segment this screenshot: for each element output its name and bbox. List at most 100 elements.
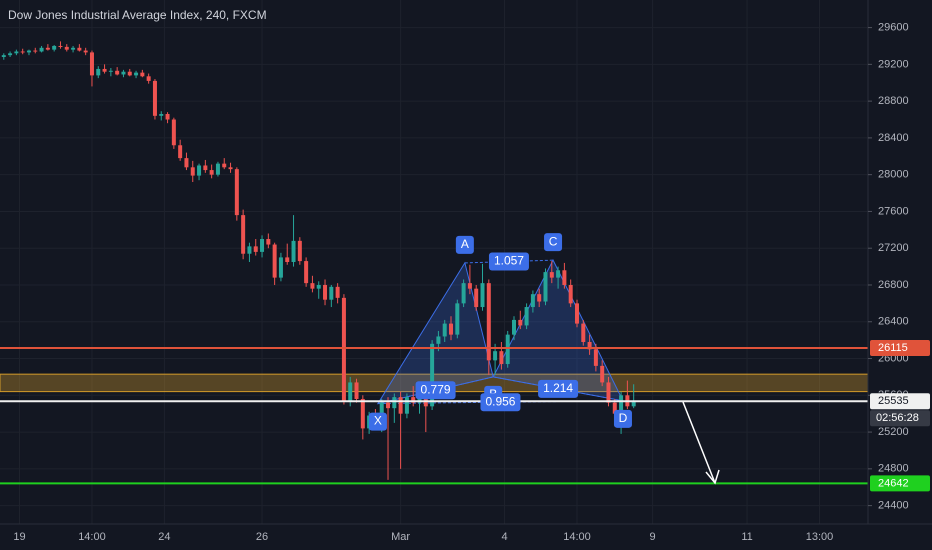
y-tick-label: 28800 (878, 95, 909, 107)
candle-body (304, 261, 309, 284)
candle-body (297, 240, 302, 262)
ratio-box (480, 393, 521, 412)
ratio-box (538, 379, 579, 398)
candle-body (121, 71, 126, 75)
candle-body (83, 50, 88, 53)
candle-body (354, 382, 359, 399)
candle-body (140, 72, 145, 77)
candle-body (64, 46, 69, 50)
candle-body (562, 270, 567, 285)
x-tick-label: 14:00 (563, 531, 591, 543)
candle-body (386, 402, 391, 409)
candle-body (335, 286, 340, 298)
candle-body (89, 52, 94, 76)
y-tick-label: 28400 (878, 132, 909, 144)
candle-body (606, 382, 611, 403)
candle-body (234, 169, 239, 216)
candle-body (39, 47, 44, 52)
candle-body (587, 341, 592, 350)
candle-body (247, 246, 252, 254)
candle-body (568, 284, 573, 304)
candle-body (398, 397, 403, 414)
candle-body (165, 113, 170, 120)
candle-body (310, 283, 315, 289)
y-tick-label: 25200 (878, 426, 909, 438)
pattern-point-label: X (374, 414, 382, 428)
candle-body (146, 76, 151, 81)
candle-body (1, 55, 6, 57)
ratio-label: 1.057 (494, 254, 524, 268)
candle-body (96, 68, 101, 76)
candle-body (266, 239, 271, 245)
arrow-head (705, 469, 720, 485)
candle-body (102, 68, 107, 72)
plot (0, 0, 869, 524)
candle-body (480, 283, 485, 308)
candle-body (184, 158, 189, 168)
candle-body (360, 398, 365, 429)
projection-arrow (682, 401, 716, 484)
candle-body (392, 397, 397, 409)
y-tick-label: 28000 (878, 169, 909, 181)
candle-body (411, 397, 416, 403)
pattern-point-label: D (619, 411, 628, 425)
x-tick-label: 26 (256, 531, 268, 543)
candle-body (285, 257, 290, 262)
candle-body (209, 170, 214, 175)
price-tag-label: 25535 (878, 395, 909, 407)
candle-body (215, 163, 220, 175)
candle-body (530, 294, 535, 308)
candle-body (323, 284, 328, 300)
candle-body (505, 334, 510, 365)
candle-body (556, 270, 561, 278)
candle-body (543, 272, 548, 302)
candle-body (190, 167, 195, 176)
pattern-point-box (544, 233, 563, 252)
candle-body (278, 257, 283, 278)
candle-body (474, 288, 479, 308)
candle-body (241, 215, 246, 254)
candle-body (58, 45, 63, 47)
price-tag (870, 393, 930, 410)
candle-body (499, 351, 504, 365)
candle-body (316, 284, 321, 289)
candle-body (600, 365, 605, 383)
candle-body (253, 246, 258, 252)
candle-body (178, 145, 183, 159)
x-tick-label: Mar (391, 531, 410, 543)
x-tick-label: 13:00 (806, 531, 834, 543)
candle-body (222, 163, 227, 168)
candle-body (8, 53, 13, 56)
candle-body (486, 283, 491, 361)
countdown-tag (870, 410, 930, 427)
y-tick-label: 27600 (878, 205, 909, 217)
price-tag (870, 339, 930, 356)
pattern-point-label: A (461, 237, 469, 251)
candle-body (461, 283, 466, 304)
x-tick-label: 9 (650, 531, 656, 543)
candle-body (467, 283, 472, 289)
pattern-point-box (455, 235, 474, 254)
candle-body (45, 47, 50, 50)
candle-body (549, 272, 554, 278)
y-tick-label: 27200 (878, 242, 909, 254)
pattern-point-label: C (549, 234, 558, 248)
y-tick-label: 24800 (878, 463, 909, 475)
candle-body (71, 47, 76, 50)
candle-body (260, 239, 265, 252)
candle-body (171, 119, 176, 146)
candle-body (20, 51, 25, 53)
x-tick-label: 11 (741, 531, 752, 543)
candle-body (581, 323, 586, 342)
candle-body (291, 240, 296, 262)
candle-body (108, 70, 113, 72)
y-tick-label: 26800 (878, 279, 909, 291)
candle-body (115, 70, 120, 75)
candle-body (511, 319, 516, 335)
y-tick-label: 29200 (878, 58, 909, 70)
y-tick-label: 24400 (878, 500, 909, 512)
candle-body (134, 72, 139, 76)
candle-body (341, 297, 346, 401)
